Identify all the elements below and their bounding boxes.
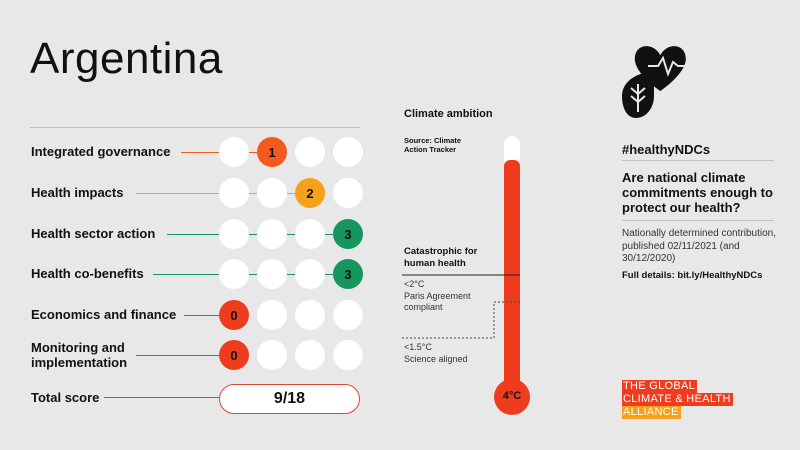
divider <box>622 160 774 161</box>
total-connector <box>104 397 219 398</box>
empty-dot <box>257 178 287 208</box>
temperature-value: 4°C <box>502 390 522 402</box>
divider <box>622 220 774 221</box>
row-connector <box>184 315 219 316</box>
gcha-logo: THE GLOBAL CLIMATE & HEALTH ALLIANCE <box>622 376 733 419</box>
ndc-note: Nationally determined contribution, publ… <box>622 228 776 264</box>
empty-dot <box>257 259 287 289</box>
science-label: <1.5°C Science aligned <box>404 342 468 365</box>
score-dot: 1 <box>257 137 287 167</box>
paris-name: Paris Agreement <box>404 290 471 301</box>
catastrophic-label: Catastrophic for human health <box>404 246 478 269</box>
row-label: Economics and finance <box>31 307 177 322</box>
science-temp: <1.5°C <box>404 342 432 352</box>
row-label: Health sector action <box>31 226 156 241</box>
score-dot: 0 <box>219 340 249 370</box>
row-label: Monitoring and implementation <box>31 340 128 370</box>
row-label: Health co-benefits <box>31 266 144 281</box>
country-title: Argentina <box>30 34 223 83</box>
score-dot: 0 <box>219 300 249 330</box>
empty-dot <box>219 219 249 249</box>
hashtag: #healthyNDCs <box>622 142 711 157</box>
empty-dot <box>333 137 363 167</box>
empty-dot <box>295 300 325 330</box>
row-connector <box>136 355 219 356</box>
total-score-label: Total score <box>31 390 100 405</box>
thermometer-bulb <box>494 379 530 415</box>
paris-temp: <2°C <box>404 279 425 289</box>
empty-dot <box>333 178 363 208</box>
empty-dot <box>295 340 325 370</box>
paris-status: compliant <box>404 302 443 312</box>
thermometer-fill <box>504 160 520 400</box>
question-text: Are national climate commitments enough … <box>622 170 773 215</box>
logo-line-2: CLIMATE & HEALTH <box>622 393 733 406</box>
row-label: Health impacts <box>31 185 124 200</box>
details-link[interactable]: Full details: bit.ly/HealthyNDCs <box>622 270 763 281</box>
logo-line-3: ALLIANCE <box>622 406 681 419</box>
total-score-value: 9/18 <box>219 384 360 414</box>
paris-threshold-line <box>402 301 520 339</box>
empty-dot <box>219 259 249 289</box>
empty-dot <box>295 219 325 249</box>
empty-dot <box>257 219 287 249</box>
heart-leaf-icon <box>622 46 688 118</box>
empty-dot <box>257 340 287 370</box>
empty-dot <box>219 137 249 167</box>
score-dot: 3 <box>333 219 363 249</box>
score-dot: 3 <box>333 259 363 289</box>
empty-dot <box>295 259 325 289</box>
empty-dot <box>219 178 249 208</box>
empty-dot <box>257 300 287 330</box>
divider <box>30 127 360 128</box>
logo-line-1: THE GLOBAL <box>622 380 698 393</box>
climate-ambition-title: Climate ambition <box>404 108 493 120</box>
row-connector <box>136 193 295 194</box>
empty-dot <box>333 340 363 370</box>
thermometer-graphic <box>402 136 530 416</box>
score-dot: 2 <box>295 178 325 208</box>
row-connector <box>167 234 333 235</box>
science-status: Science aligned <box>404 353 468 364</box>
empty-dot <box>333 300 363 330</box>
row-label: Integrated governance <box>31 144 171 159</box>
empty-dot <box>295 137 325 167</box>
source-note: Source: Climate Action Tracker <box>404 136 462 154</box>
paris-label: <2°C Paris Agreement compliant <box>404 279 471 314</box>
